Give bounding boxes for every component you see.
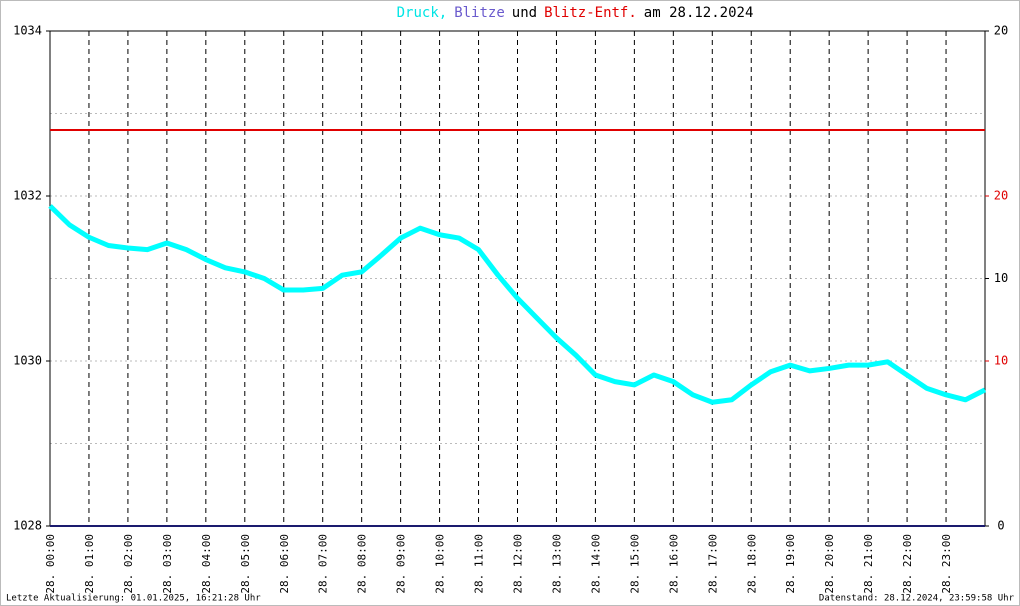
footer-right: Datenstand: 28.12.2024, 23:59:58 Uhr (819, 594, 1015, 604)
x-tick-label: 28. 16:00 (667, 534, 680, 594)
x-tick-label: 28. 06:00 (278, 534, 291, 594)
x-tick-label: 28. 05:00 (239, 534, 252, 594)
y-tick-label: 1034 (13, 24, 42, 38)
y2-tick-label: 0 (997, 519, 1004, 533)
x-tick-label: 28. 03:00 (161, 534, 174, 594)
y3-tick-label: 20 (994, 189, 1008, 203)
x-tick-label: 28. 20:00 (823, 534, 836, 594)
x-tick-label: 28. 04:00 (200, 534, 213, 594)
x-tick-label: 28. 19:00 (784, 534, 797, 594)
x-tick-label: 28. 00:00 (44, 534, 57, 594)
y-tick-label: 1032 (13, 189, 42, 203)
x-tick-label: 28. 12:00 (512, 534, 525, 594)
x-tick-label: 28. 18:00 (745, 534, 758, 594)
title-part: und (512, 5, 537, 21)
title-part: Blitze (454, 5, 505, 21)
y-tick-label: 1030 (13, 354, 42, 368)
x-tick-label: 28. 15:00 (628, 534, 641, 594)
footer-left: Letzte Aktualisierung: 01.01.2025, 16:21… (6, 594, 261, 604)
x-tick-label: 28. 17:00 (706, 534, 719, 594)
x-tick-label: 28. 23:00 (940, 534, 953, 594)
x-tick-label: 28. 14:00 (589, 534, 602, 594)
y3-tick-label: 10 (994, 354, 1008, 368)
x-tick-label: 28. 07:00 (317, 534, 330, 594)
chart-title: Druck, Blitze und Blitz-Entf. am 28.12.2024 (397, 5, 754, 21)
x-tick-label: 28. 02:00 (122, 534, 135, 594)
title-part: Druck, (397, 5, 448, 21)
y-tick-label: 1028 (13, 519, 42, 533)
title-part: am 28.12.2024 (644, 5, 754, 21)
y2-tick-label: 10 (994, 271, 1008, 285)
x-tick-label: 28. 08:00 (356, 534, 369, 594)
x-tick-label: 28. 10:00 (434, 534, 447, 594)
x-tick-label: 28. 22:00 (901, 534, 914, 594)
x-tick-label: 28. 13:00 (550, 534, 563, 594)
x-tick-label: 28. 21:00 (862, 534, 875, 594)
series-line (48, 204, 987, 405)
x-tick-label: 28. 09:00 (395, 534, 408, 594)
y2-tick-label: 20 (994, 24, 1008, 38)
x-tick-label: 28. 11:00 (473, 534, 486, 594)
x-tick-label: 28. 01:00 (83, 534, 96, 594)
title-part: Blitz-Entf. (544, 5, 637, 21)
